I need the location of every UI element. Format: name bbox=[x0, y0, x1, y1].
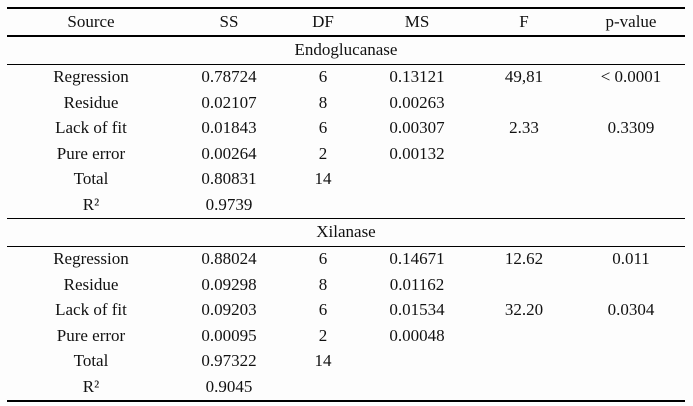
section-row: Xilanase bbox=[7, 218, 685, 247]
cell: 0.14671 bbox=[389, 249, 445, 269]
cell bbox=[363, 167, 471, 193]
cell bbox=[471, 273, 577, 299]
table-row: Total 0.80831 14 bbox=[7, 167, 685, 193]
cell bbox=[363, 349, 471, 375]
cell: 0.09298 bbox=[201, 274, 257, 294]
cell bbox=[283, 193, 363, 219]
table-row: R² 0.9739 bbox=[7, 193, 685, 219]
table-row: R² 0.9045 bbox=[7, 375, 685, 402]
cell bbox=[471, 142, 577, 168]
cell: 0.00095 bbox=[201, 325, 257, 345]
cell bbox=[577, 193, 685, 219]
cell: 6 bbox=[318, 118, 328, 138]
cell: Pure error bbox=[56, 143, 126, 163]
table-row: Regression 0.88024 6 0.14671 12.62 0.011 bbox=[7, 247, 685, 273]
cell: Total bbox=[73, 169, 109, 189]
cell: 8 bbox=[318, 92, 328, 112]
section-title: Xilanase bbox=[316, 222, 376, 242]
cell: 0.13121 bbox=[389, 67, 445, 87]
column-header-f: F bbox=[519, 11, 529, 31]
cell: 0.0304 bbox=[607, 300, 655, 320]
cell bbox=[471, 167, 577, 193]
cell bbox=[471, 91, 577, 117]
cell: Lack of fit bbox=[55, 300, 127, 320]
cell: 12.62 bbox=[504, 249, 544, 269]
cell: 2 bbox=[318, 143, 328, 163]
cell bbox=[577, 324, 685, 350]
cell: 0.00263 bbox=[389, 92, 445, 112]
table-row: Total 0.97322 14 bbox=[7, 349, 685, 375]
column-header-pvalue: p-value bbox=[605, 11, 657, 31]
cell: Lack of fit bbox=[55, 118, 127, 138]
cell bbox=[577, 91, 685, 117]
cell: 0.88024 bbox=[201, 249, 257, 269]
cell: 0.00048 bbox=[389, 325, 445, 345]
cell: 0.9739 bbox=[205, 194, 253, 214]
cell: 6 bbox=[318, 67, 328, 87]
cell: 32.20 bbox=[504, 300, 544, 320]
cell: 0.9045 bbox=[205, 376, 253, 396]
cell bbox=[577, 273, 685, 299]
cell: Regression bbox=[53, 249, 129, 269]
cell: 0.02107 bbox=[201, 92, 257, 112]
cell: 49,81 bbox=[504, 67, 544, 87]
cell: 0.01534 bbox=[389, 300, 445, 320]
section-title: Endoglucanase bbox=[294, 40, 398, 60]
cell: Total bbox=[73, 351, 109, 371]
column-header-source: Source bbox=[67, 11, 115, 31]
cell: 0.09203 bbox=[201, 300, 257, 320]
column-header-ms: MS bbox=[404, 11, 430, 31]
table-body: Endoglucanase Regression 0.78724 6 0.13121 49… bbox=[7, 36, 685, 401]
table-row: Residue 0.09298 8 0.01162 bbox=[7, 273, 685, 299]
cell: 8 bbox=[318, 274, 328, 294]
cell bbox=[471, 193, 577, 219]
cell: R² bbox=[82, 194, 100, 214]
cell: 0.01843 bbox=[201, 118, 257, 138]
cell bbox=[283, 375, 363, 402]
cell: 14 bbox=[314, 169, 332, 189]
cell bbox=[577, 142, 685, 168]
cell: 0.3309 bbox=[607, 118, 655, 138]
table-row: Pure error 0.00095 2 0.00048 bbox=[7, 324, 685, 350]
table-row: Lack of fit 0.01843 6 0.00307 2.33 0.3309 bbox=[7, 116, 685, 142]
cell: 0.01162 bbox=[389, 274, 445, 294]
column-header-ss: SS bbox=[219, 11, 239, 31]
header-row: Source SS DF MS F p-value bbox=[7, 8, 685, 36]
cell: 6 bbox=[318, 300, 328, 320]
cell bbox=[577, 375, 685, 402]
cell bbox=[471, 324, 577, 350]
table-row: Regression 0.78724 6 0.13121 49,81 < 0.0001 bbox=[7, 65, 685, 91]
cell: 14 bbox=[314, 351, 332, 371]
cell: R² bbox=[82, 376, 100, 396]
cell: Pure error bbox=[56, 325, 126, 345]
cell: Regression bbox=[53, 67, 129, 87]
cell bbox=[363, 375, 471, 402]
cell: Residue bbox=[63, 92, 119, 112]
cell: 6 bbox=[318, 249, 328, 269]
table-row: Lack of fit 0.09203 6 0.01534 32.20 0.0304 bbox=[7, 298, 685, 324]
cell bbox=[471, 375, 577, 402]
cell bbox=[363, 193, 471, 219]
table-row: Pure error 0.00264 2 0.00132 bbox=[7, 142, 685, 168]
cell: 0.97322 bbox=[201, 351, 257, 371]
cell bbox=[471, 349, 577, 375]
cell: 0.011 bbox=[612, 249, 650, 269]
cell: 0.78724 bbox=[201, 67, 257, 87]
column-header-df: DF bbox=[312, 11, 334, 31]
cell: 0.80831 bbox=[201, 169, 257, 189]
cell: 2 bbox=[318, 325, 328, 345]
cell: 0.00307 bbox=[389, 118, 445, 138]
section-row: Endoglucanase bbox=[7, 36, 685, 65]
cell: Residue bbox=[63, 274, 119, 294]
cell: < 0.0001 bbox=[600, 67, 662, 87]
cell: 0.00132 bbox=[389, 143, 445, 163]
table-row: Residue 0.02107 8 0.00263 bbox=[7, 91, 685, 117]
cell: 2.33 bbox=[509, 118, 539, 138]
cell bbox=[577, 167, 685, 193]
anova-table: Source SS DF MS F p-value Endoglucanase R… bbox=[7, 7, 685, 402]
cell: 0.00264 bbox=[201, 143, 257, 163]
cell bbox=[577, 349, 685, 375]
